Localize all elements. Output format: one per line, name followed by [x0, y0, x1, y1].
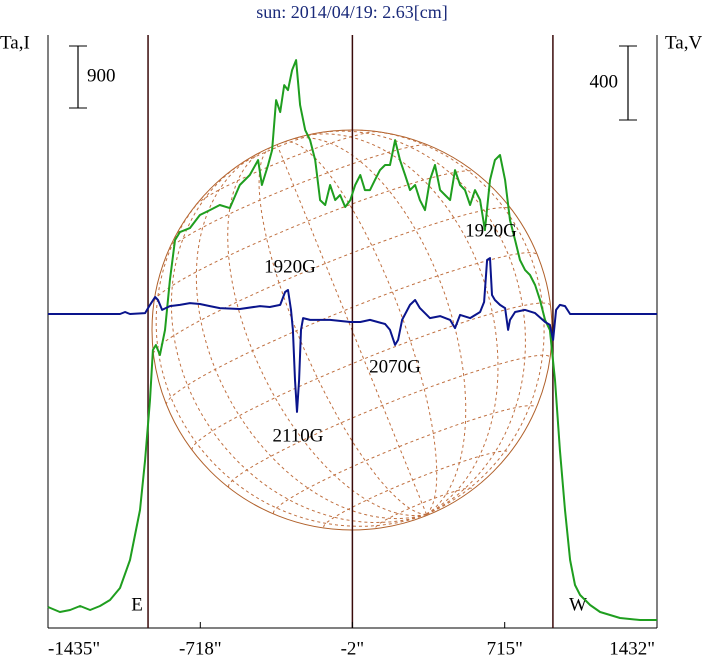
- sun-grid-line: [195, 153, 427, 520]
- sun-grid-line: [152, 206, 512, 354]
- sun-grid-line: [170, 160, 427, 524]
- scale-bar-label: 900: [87, 65, 116, 86]
- scale-bar-label: 400: [590, 71, 619, 92]
- limb-label: E: [131, 594, 143, 615]
- sun-grid-line: [227, 150, 427, 517]
- series-line: [47, 59, 657, 621]
- x-tick-label: 715": [487, 638, 523, 659]
- y-axis-label: Ta,I: [0, 32, 30, 53]
- sun-grid-line: [375, 487, 473, 528]
- sun-grid-line: [297, 133, 499, 515]
- x-tick-label: -2": [341, 638, 365, 659]
- sun-grid-line: [168, 144, 429, 251]
- annotation: 2070G: [369, 356, 421, 377]
- sun-grid-line: [153, 170, 474, 301]
- sun-grid-line: [355, 129, 545, 515]
- sun-grid-line: [323, 450, 510, 528]
- annotation: 2110G: [272, 425, 323, 446]
- sun-grid-line: [195, 131, 378, 206]
- limb-label: W: [569, 594, 587, 615]
- x-tick-label: 1432": [609, 638, 655, 659]
- sun-grid-line: [276, 144, 427, 515]
- x-tick-label: -718": [179, 638, 222, 659]
- annotation: 1920G: [465, 220, 517, 241]
- series-line: [48, 257, 657, 413]
- sun-grid-line: [284, 141, 438, 515]
- y2-axis-label: Ta,V: [665, 32, 702, 53]
- annotation: 1920G: [264, 256, 316, 277]
- x-tick-label: -1435": [48, 638, 100, 659]
- sun-grid-line: [272, 405, 537, 514]
- chart-title: sun: 2014/04/19: 2.63[cm]: [256, 2, 448, 22]
- sun-grid-line: [258, 147, 427, 515]
